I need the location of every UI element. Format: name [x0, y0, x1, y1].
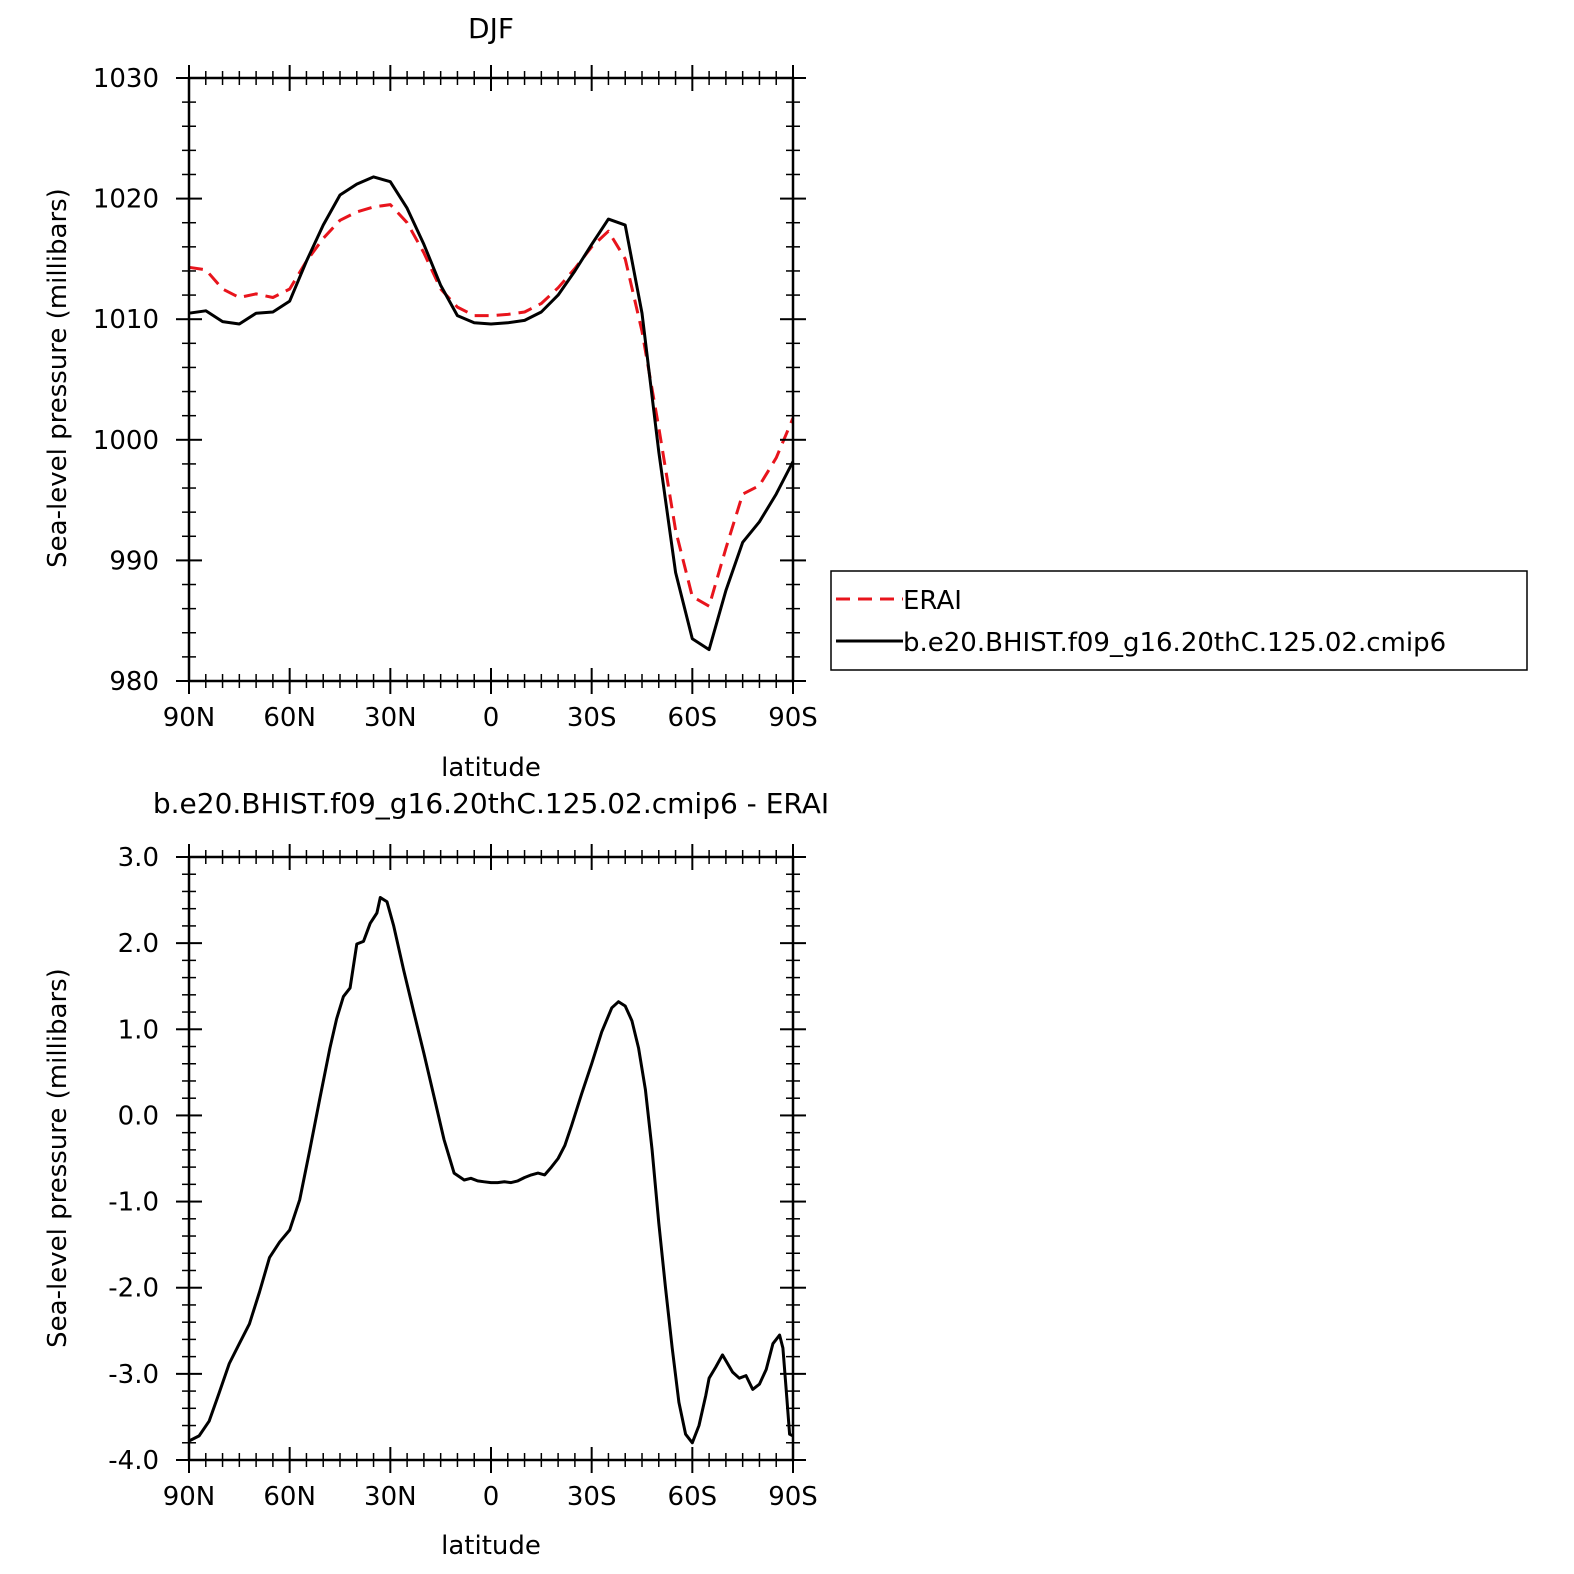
top-x-tick-label: 30S [567, 703, 617, 733]
top-x-tick-label: 30N [364, 703, 417, 733]
top-x-tick-label: 60N [263, 703, 316, 733]
bottom-y-axis-label: Sea-level pressure (millibars) [43, 968, 73, 1348]
top-y-tick-label: 980 [109, 667, 159, 697]
bottom-tick-labels: 90N 60N 30N 0 30S 60S 90S -4.0 -3.0 -2.0 -1.0 0.0 1.… [108, 843, 818, 1512]
bottom-plot-title: b.e20.BHIST.f09_g16.20thC.125.02.cmip6 -… [153, 787, 829, 820]
bottom-x-tick-label: 30S [567, 1482, 617, 1512]
bottom-y-tick-label: 0.0 [118, 1101, 159, 1131]
bottom-x-axis-label: latitude [441, 1531, 541, 1561]
top-series-layer [188, 175, 795, 652]
legend-label-erai: ERAI [903, 586, 962, 616]
top-y-tick-label: 1030 [93, 64, 159, 94]
bottom-ticks [176, 844, 806, 1473]
bottom-x-tick-label: 0 [483, 1482, 500, 1512]
bottom-x-tick-label: 60N [263, 1482, 316, 1512]
top-plot-title: DJF [468, 12, 514, 45]
legend: ERAI b.e20.BHIST.f09_g16.20thC.125.02.cm… [830, 570, 1528, 671]
bottom-x-tick-label: 60S [668, 1482, 718, 1512]
bottom-x-tick-label: 90N [163, 1482, 216, 1512]
top-tick-labels: 90N 60N 30N 0 30S 60S 90S 980 990 1000 1010 1020 103… [93, 64, 818, 733]
top-series-line-1 [188, 175, 795, 652]
top-series-line-0 [188, 203, 795, 608]
top-x-axis-label: latitude [441, 753, 541, 783]
top-panel: DJF Sea-level pressure (millibars) latit… [43, 12, 818, 783]
top-x-tick-label: 0 [483, 703, 500, 733]
top-x-tick-label: 90N [163, 703, 216, 733]
top-y-axis-label: Sea-level pressure (millibars) [43, 188, 73, 568]
top-x-tick-label: 60S [668, 703, 718, 733]
legend-box [830, 570, 1528, 671]
bottom-y-tick-label: 1.0 [118, 1015, 159, 1045]
bottom-y-tick-label: -3.0 [108, 1360, 159, 1390]
bottom-y-tick-label: -4.0 [108, 1446, 159, 1476]
bottom-series-line-0 [188, 896, 794, 1445]
bottom-plot-frame [187, 855, 795, 1462]
bottom-x-tick-label: 90S [768, 1482, 818, 1512]
bottom-y-tick-label: 2.0 [118, 929, 159, 959]
top-y-tick-label: 1000 [93, 426, 159, 456]
top-y-tick-label: 990 [109, 546, 159, 576]
bottom-series-layer [188, 896, 794, 1445]
legend-label-model: b.e20.BHIST.f09_g16.20thC.125.02.cmip6 [903, 628, 1446, 658]
bottom-y-tick-label: -2.0 [108, 1274, 159, 1304]
top-plot-frame [187, 76, 795, 683]
top-y-tick-label: 1010 [93, 305, 159, 335]
top-y-tick-label: 1020 [93, 185, 159, 215]
top-ticks [176, 65, 806, 694]
top-x-tick-label: 90S [768, 703, 818, 733]
bottom-y-tick-label: -1.0 [108, 1188, 159, 1218]
bottom-x-tick-label: 30N [364, 1482, 417, 1512]
bottom-panel: b.e20.BHIST.f09_g16.20thC.125.02.cmip6 -… [43, 787, 829, 1561]
bottom-y-tick-label: 3.0 [118, 843, 159, 873]
